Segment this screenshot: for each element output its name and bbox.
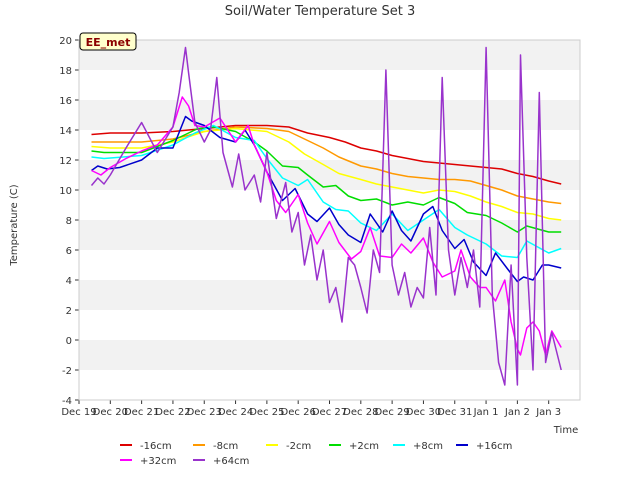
x-tick-label: Dec 30 — [406, 407, 441, 418]
x-tick-label: Dec 27 — [312, 407, 347, 418]
y-tick-label: 4 — [66, 276, 72, 287]
plot-background — [79, 40, 580, 400]
x-tick-label: Dec 26 — [281, 407, 316, 418]
x-tick-label: Dec 25 — [249, 407, 284, 418]
legend-label: +2cm — [349, 441, 379, 452]
x-tick-label: Dec 31 — [437, 407, 472, 418]
y-tick-label: 0 — [66, 336, 72, 347]
plot-frame — [78, 39, 581, 401]
series-line-3 — [91, 127, 562, 221]
legend-label: +8cm — [413, 441, 443, 452]
series-line-8 — [90, 46, 562, 386]
x-tick-label: Jan 2 — [504, 407, 530, 418]
legend-label: +32cm — [140, 456, 176, 467]
x-tick-label: Dec 19 — [61, 407, 96, 418]
legend-label: +16cm — [476, 441, 512, 452]
x-tick-label: Dec 23 — [187, 407, 222, 418]
y-tick-label: 14 — [59, 126, 72, 137]
legend-label: +64cm — [213, 456, 249, 467]
x-tick-label: Dec 24 — [218, 407, 253, 418]
series-line-7 — [91, 96, 562, 356]
y-tick-label: 18 — [59, 66, 72, 77]
y-tick-label: 12 — [59, 156, 72, 167]
x-tick-label: Dec 28 — [343, 407, 378, 418]
x-tick-label: Dec 21 — [124, 407, 159, 418]
grid-band — [79, 280, 580, 310]
x-tick-label: Dec 29 — [374, 407, 409, 418]
grid-band — [79, 160, 580, 190]
grid-band — [79, 100, 580, 130]
badge-text: EE_met — [86, 36, 131, 49]
legend-label: -2cm — [286, 441, 311, 452]
ee-met-badge: EE_met — [79, 32, 137, 51]
series-lines — [90, 46, 562, 386]
legend-label: -16cm — [140, 441, 172, 452]
y-tick-labels: -4 -2 0 2 4 6 8 10 12 14 16 18 20 — [59, 36, 79, 407]
y-tick-label: -4 — [62, 396, 72, 407]
badge-box — [79, 32, 137, 51]
x-tick-label: Jan 3 — [535, 407, 561, 418]
chart-title: Soil/Water Temperature Set 3 — [225, 4, 416, 19]
grid-band — [79, 340, 580, 370]
grid-band — [79, 220, 580, 250]
legend: -16cm -8cm -2cm +2cm +8cm +16cm +32cm +64cm — [120, 441, 512, 467]
y-tick-label: 10 — [59, 186, 72, 197]
x-tick-label: Dec 20 — [93, 407, 128, 418]
y-tick-label: 8 — [66, 216, 72, 227]
x-axis-label: Time — [553, 425, 578, 436]
y-tick-label: 2 — [66, 306, 72, 317]
y-tick-label: -2 — [62, 366, 72, 377]
x-tick-label: Jan 1 — [473, 407, 499, 418]
y-tick-label: 6 — [66, 246, 72, 257]
grid-band — [79, 40, 580, 70]
y-tick-label: 16 — [59, 96, 72, 107]
x-tick-label: Dec 22 — [155, 407, 190, 418]
y-tick-label: 20 — [59, 36, 72, 47]
series-line-6 — [91, 115, 562, 283]
y-axis-label: Temperature (C) — [9, 184, 20, 266]
legend-label: -8cm — [213, 441, 238, 452]
